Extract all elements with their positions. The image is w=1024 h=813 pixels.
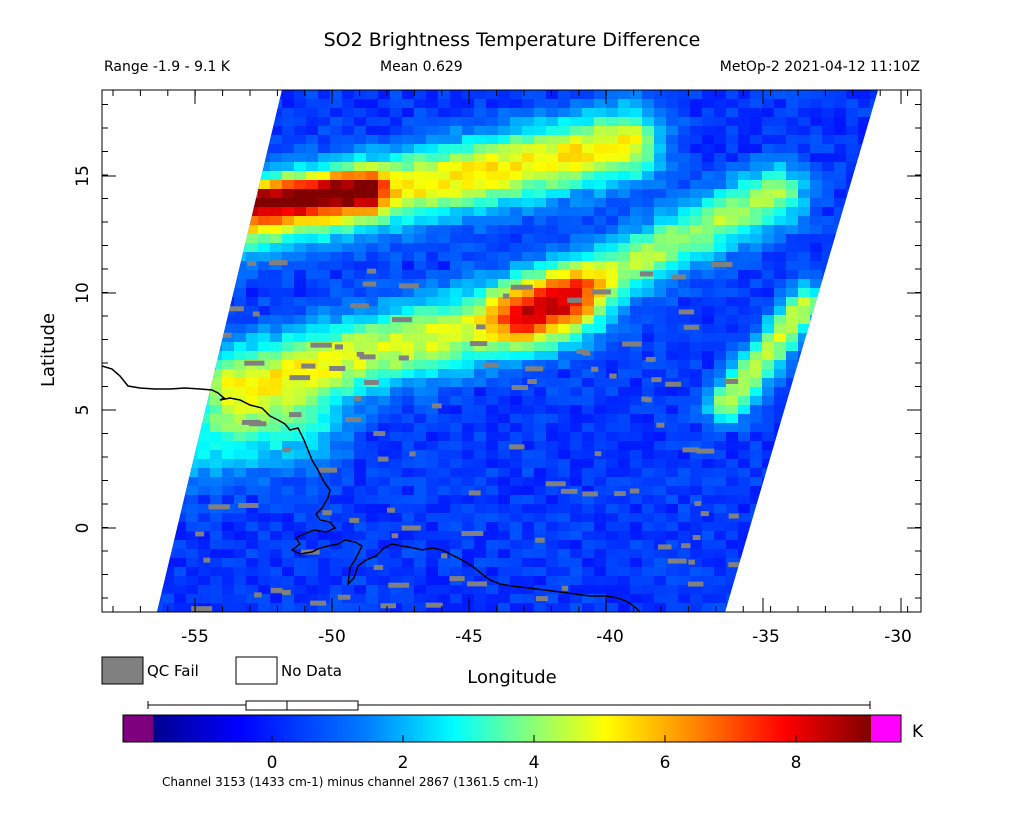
- colorbar-tick-label: 2: [398, 753, 409, 773]
- range-text: Range -1.9 - 9.1 K: [104, 59, 231, 75]
- x-axis-label: Longitude: [467, 667, 557, 688]
- colorbar-tick-label: 6: [660, 753, 671, 773]
- qc-fail-swatch: [101, 656, 144, 685]
- no-data-label: No Data: [281, 662, 342, 680]
- colorbar-frame: [122, 714, 902, 743]
- qc-fail-label: QC Fail: [147, 662, 199, 680]
- colorbar-over: [871, 715, 901, 742]
- y-tick-label: 5: [73, 405, 93, 416]
- chart-title: SO2 Brightness Temperature Difference: [324, 29, 701, 51]
- x-tick-label: -55: [181, 627, 209, 647]
- x-tick-label: -35: [752, 627, 780, 647]
- x-tick-label: -50: [318, 627, 346, 647]
- colorbar-caption: Channel 3153 (1433 cm-1) minus channel 2…: [162, 775, 539, 789]
- x-tick-label: -45: [455, 627, 483, 647]
- plot-frame: [101, 89, 922, 613]
- colorbar-ticks: [271, 735, 797, 742]
- y-tick-label: 0: [73, 523, 93, 534]
- x-axis: -55 -50 -45 -40 -35 -30: [181, 90, 912, 647]
- coastline: [102, 365, 641, 612]
- y-axis-label: Latitude: [38, 313, 59, 387]
- colorbar-tick-label: 0: [267, 753, 278, 773]
- mean-text: Mean 0.629: [380, 59, 463, 75]
- source-text: MetOp-2 2021-04-12 11:10Z: [720, 59, 920, 75]
- x-tick-label: -30: [884, 627, 912, 647]
- y-tick-label: 10: [73, 282, 93, 304]
- distribution-boxplot: [147, 700, 871, 711]
- x-tick-label: -40: [596, 627, 624, 647]
- y-axis: 0 5 10 15: [73, 165, 921, 533]
- colorbar: [153, 715, 871, 742]
- colorbar-tick-label: 4: [529, 753, 540, 773]
- colorbar-tick-label: 8: [791, 753, 802, 773]
- colorbar-unit: K: [912, 722, 924, 742]
- no-data-swatch: [235, 656, 278, 685]
- colorbar-under: [123, 715, 153, 742]
- y-tick-label: 15: [73, 165, 93, 187]
